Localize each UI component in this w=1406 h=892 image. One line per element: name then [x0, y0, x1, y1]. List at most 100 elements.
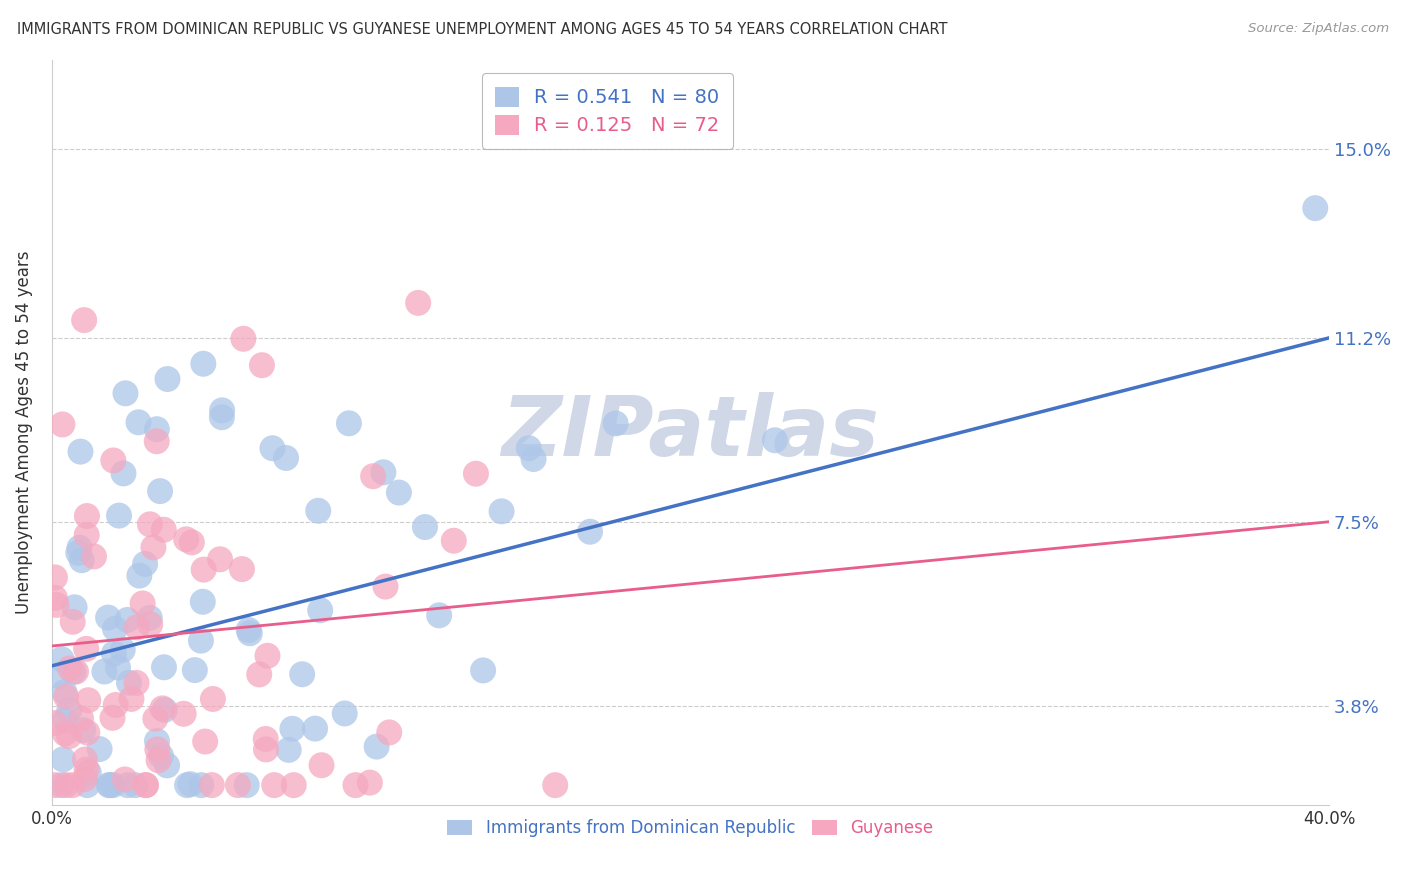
- Point: [128, 568, 150, 582]
- Point: [114, 772, 136, 787]
- Point: [62, 615, 84, 629]
- Point: [311, 758, 333, 772]
- Point: [179, 777, 201, 791]
- Point: [77, 765, 100, 780]
- Point: [544, 778, 567, 792]
- Point: [139, 617, 162, 632]
- Point: [226, 778, 249, 792]
- Point: [763, 434, 786, 448]
- Point: [152, 523, 174, 537]
- Point: [45, 598, 67, 612]
- Point: [263, 778, 285, 792]
- Point: [51, 778, 73, 792]
- Point: [148, 753, 170, 767]
- Point: [1303, 201, 1326, 215]
- Point: [605, 417, 627, 431]
- Text: Source: ZipAtlas.com: Source: ZipAtlas.com: [1249, 22, 1389, 36]
- Point: [51, 417, 73, 432]
- Point: [48, 669, 70, 683]
- Point: [67, 546, 90, 560]
- Point: [153, 660, 176, 674]
- Point: [491, 504, 513, 518]
- Point: [83, 549, 105, 564]
- Point: [121, 692, 143, 706]
- Point: [76, 528, 98, 542]
- Point: [156, 372, 179, 386]
- Y-axis label: Unemployment Among Ages 45 to 54 years: Unemployment Among Ages 45 to 54 years: [15, 251, 32, 614]
- Point: [209, 552, 232, 566]
- Point: [201, 692, 224, 706]
- Point: [89, 742, 111, 756]
- Point: [176, 778, 198, 792]
- Point: [309, 603, 332, 617]
- Point: [118, 675, 141, 690]
- Point: [104, 622, 127, 636]
- Point: [44, 716, 66, 731]
- Point: [101, 711, 124, 725]
- Point: [117, 778, 139, 792]
- Point: [522, 452, 544, 467]
- Point: [72, 723, 94, 738]
- Point: [108, 508, 131, 523]
- Point: [149, 484, 172, 499]
- Point: [76, 778, 98, 792]
- Point: [254, 731, 277, 746]
- Point: [153, 703, 176, 717]
- Point: [235, 778, 257, 792]
- Point: [238, 623, 260, 637]
- Point: [307, 504, 329, 518]
- Point: [283, 778, 305, 792]
- Point: [146, 734, 169, 748]
- Point: [114, 386, 136, 401]
- Point: [111, 643, 134, 657]
- Point: [112, 467, 135, 481]
- Point: [93, 665, 115, 679]
- Point: [232, 332, 254, 346]
- Point: [139, 611, 162, 625]
- Point: [62, 665, 84, 679]
- Point: [69, 444, 91, 458]
- Point: [359, 775, 381, 789]
- Point: [128, 415, 150, 429]
- Point: [103, 647, 125, 661]
- Point: [63, 600, 86, 615]
- Point: [135, 778, 157, 792]
- Point: [97, 778, 120, 792]
- Point: [103, 453, 125, 467]
- Point: [361, 469, 384, 483]
- Point: [125, 620, 148, 634]
- Point: [191, 595, 214, 609]
- Point: [134, 557, 156, 571]
- Point: [193, 563, 215, 577]
- Point: [44, 591, 66, 605]
- Point: [274, 450, 297, 465]
- Point: [70, 711, 93, 725]
- Point: [77, 693, 100, 707]
- Point: [250, 358, 273, 372]
- Point: [464, 467, 486, 481]
- Point: [53, 713, 76, 727]
- Point: [193, 357, 215, 371]
- Point: [174, 533, 197, 547]
- Point: [124, 778, 146, 792]
- Point: [211, 403, 233, 417]
- Point: [107, 660, 129, 674]
- Point: [337, 417, 360, 431]
- Point: [146, 742, 169, 756]
- Point: [304, 722, 326, 736]
- Point: [333, 706, 356, 721]
- Point: [239, 626, 262, 640]
- Point: [98, 778, 121, 792]
- Point: [52, 752, 75, 766]
- Point: [262, 442, 284, 456]
- Legend: Immigrants from Dominican Republic, Guyanese: Immigrants from Dominican Republic, Guya…: [439, 811, 942, 845]
- Point: [75, 641, 97, 656]
- Point: [104, 698, 127, 712]
- Point: [156, 758, 179, 772]
- Point: [73, 772, 96, 787]
- Point: [374, 580, 396, 594]
- Point: [472, 664, 495, 678]
- Point: [44, 778, 66, 792]
- Point: [150, 748, 173, 763]
- Point: [117, 613, 139, 627]
